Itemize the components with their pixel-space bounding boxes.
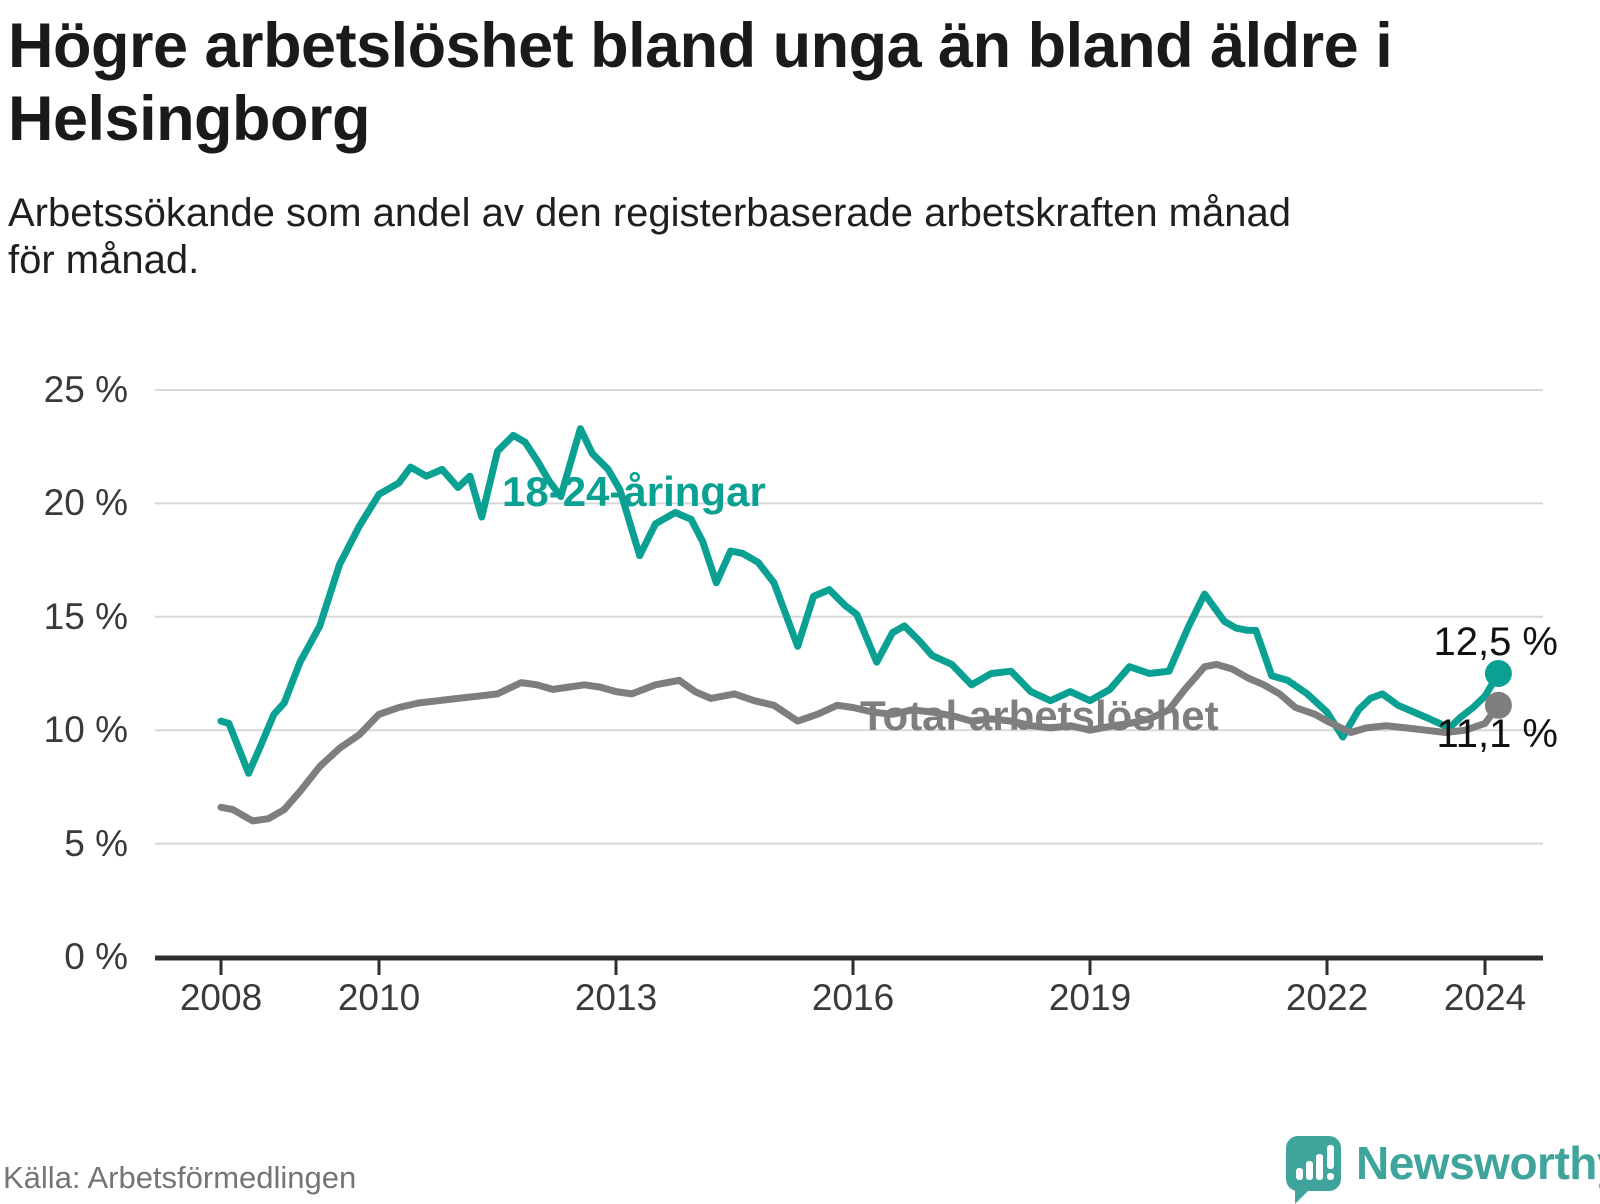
series-label-total: Total arbetslöshet [860,692,1219,739]
bar-chart-icon [1296,1167,1303,1180]
page-title-line1: Högre arbetslöshet bland unga än bland ä… [8,11,1393,81]
end-dot-total [1484,691,1512,719]
end-dot-young [1484,660,1512,687]
chart-subtitle-line1: Arbetssökande som andel av den registerb… [8,191,1291,235]
speech-bubble-tail-icon [1295,1188,1310,1204]
source-note: Källa: Arbetsförmedlingen [3,1160,357,1195]
newsworthy-logo: Newsworthy [1286,1133,1600,1204]
newsworthy-logo-icon [1286,1135,1341,1204]
chart-subtitle: Arbetssökande som andel av den registerb… [8,190,1568,284]
page-title: Högre arbetslöshet bland unga än bland ä… [8,10,1568,156]
value-label-young: 12,5 % [1433,620,1558,664]
series-label-young: 18-24-åringar [502,468,766,515]
exclamation-dot-icon [1327,1172,1334,1180]
value-label-total: 11,1 % [1436,712,1558,756]
series-line-young [217,425,1502,777]
newsworthy-wordmark: Newsworthy [1356,1137,1600,1189]
bar-chart-icon [1316,1153,1323,1180]
series-line-total [217,660,1502,825]
bar-chart-icon [1306,1160,1313,1180]
exclamation-icon [1327,1144,1334,1169]
chart-subtitle-line2: för månad. [8,238,200,283]
page-title-line2: Helsingborg [8,84,371,155]
